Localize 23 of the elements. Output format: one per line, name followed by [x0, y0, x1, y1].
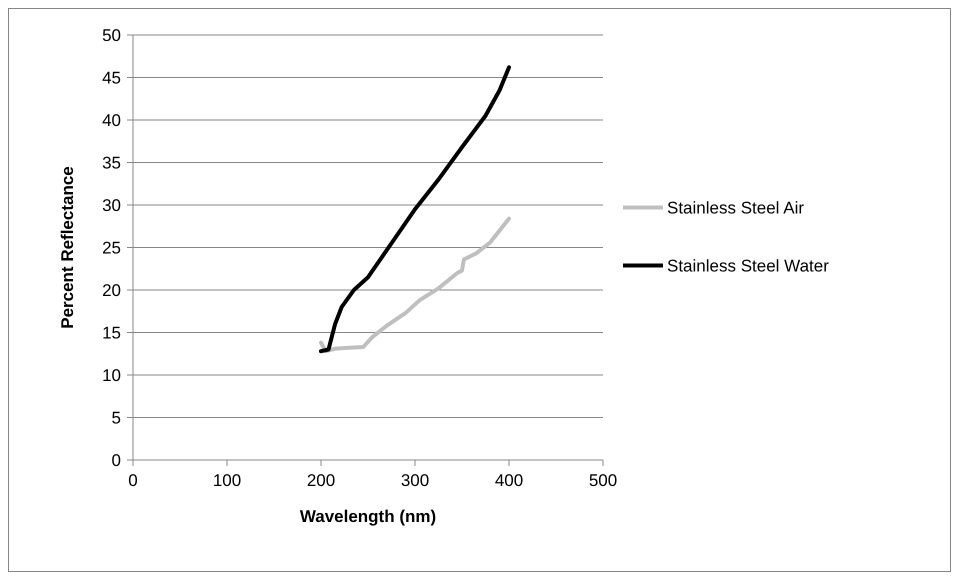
x-tick-label: 400 — [494, 471, 524, 490]
y-tick-label: 30 — [102, 196, 121, 215]
x-tick-label: 500 — [588, 471, 618, 490]
y-tick-label: 20 — [102, 280, 121, 300]
y-tick-label: 40 — [102, 110, 121, 130]
y-tick-label: 35 — [102, 153, 121, 172]
x-tick-label: 100 — [212, 471, 242, 490]
y-tick-label: 25 — [102, 238, 121, 258]
x-axis-title: Wavelength (nm) — [300, 507, 436, 526]
line-series — [319, 65, 511, 354]
x-tick-label: 200 — [306, 471, 336, 490]
legend-label: Stainless Steel Water — [667, 256, 830, 276]
y-tick-label: 10 — [102, 366, 121, 385]
x-tick-label: 300 — [400, 471, 430, 490]
y-tick-label: 15 — [102, 323, 121, 342]
y-tick-label: 5 — [112, 408, 121, 428]
y-tick-label: 0 — [112, 450, 121, 470]
legend-label: Stainless Steel Air — [667, 198, 804, 218]
y-tick-label: 50 — [102, 26, 121, 45]
y-axis-title: Percent Reflectance — [58, 166, 77, 329]
x-tick-label: 0 — [128, 471, 138, 490]
line-series — [319, 216, 511, 354]
y-tick-label: 45 — [102, 68, 121, 88]
